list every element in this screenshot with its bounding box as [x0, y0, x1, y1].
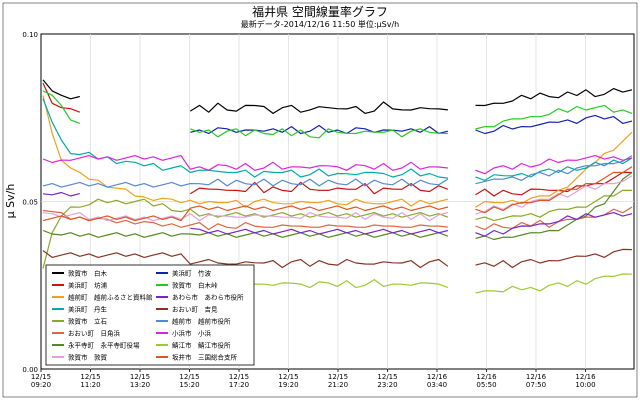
y-tick-label: 0.10: [22, 31, 38, 39]
x-tick-time: 23:20: [377, 381, 397, 389]
x-tick-time: 07:50: [526, 381, 546, 389]
x-tick-date: 12/15: [377, 373, 397, 381]
x-tick-date: 12/15: [328, 373, 348, 381]
x-tick-date: 12/15: [179, 373, 199, 381]
series-line: [190, 114, 633, 135]
series-line: [42, 172, 633, 241]
legend-entry: おおい町 日角浜: [68, 329, 121, 338]
legend-entry: 鯖江市 鯖江市役所: [172, 341, 231, 350]
legend-entry: 美浜町 竹波: [172, 269, 212, 278]
series-line: [42, 98, 633, 181]
x-tick-date: 12/15: [80, 373, 100, 381]
x-tick-date: 12/16: [476, 373, 497, 381]
chart-subtitle: 最新データ-2014/12/16 11:50 単位:μSv/h: [240, 20, 400, 29]
series-line: [42, 166, 633, 222]
legend-entry: 小浜市 小浜: [172, 329, 212, 338]
x-tick-time: 15:20: [179, 381, 199, 389]
series-line: [42, 175, 633, 222]
series-line: [42, 155, 633, 188]
legend-entry: 敦賀市 立石: [68, 317, 108, 326]
x-tick-date: 12/15: [130, 373, 150, 381]
x-tick-time: 13:20: [130, 381, 150, 389]
x-tick-date: 12/15: [229, 373, 249, 381]
legend-entry: 美浜町 丹生: [68, 305, 108, 314]
y-tick-label: 0.00: [22, 366, 38, 374]
legend-entry: おおい町 吉見: [172, 306, 218, 314]
legend-entry: 越前市 越前市役所: [172, 317, 231, 326]
x-tick-date: 12/16: [575, 373, 596, 381]
x-tick-time: 09:20: [31, 381, 51, 389]
series-line: [42, 191, 633, 237]
legend-entry: あわら市 あわら市役所: [172, 293, 244, 302]
x-tick-date: 12/15: [278, 373, 298, 381]
chart-title: 福井県 空間線量率グラフ: [252, 5, 388, 19]
y-axis-label: μ Sv/h: [4, 184, 17, 219]
legend-entry: 永平寺町 永平寺町役場: [68, 341, 140, 350]
series-line: [42, 189, 633, 269]
series-line: [42, 79, 633, 114]
x-tick-time: 03:40: [427, 381, 447, 389]
legend-entry: 美浜町 坊浦: [68, 281, 108, 290]
x-tick-time: 10:00: [575, 381, 595, 389]
x-tick-date: 12/16: [427, 373, 448, 381]
x-tick-time: 11:20: [80, 381, 100, 389]
x-tick-date: 12/15: [31, 373, 51, 381]
series-line: [42, 155, 633, 175]
legend-entry: 敦賀市 敦賀: [68, 353, 108, 362]
series-line: [42, 82, 633, 197]
series-line: [42, 95, 633, 208]
y-tick-label: 0.05: [22, 199, 38, 207]
series-line: [42, 248, 633, 269]
axis-layer: 0.000.050.1012/1509:2012/1511:2012/1513:…: [22, 31, 596, 389]
legend-box: [45, 264, 255, 366]
x-tick-time: 17:20: [229, 381, 249, 389]
legend-entry: 坂井市 三国総合支所: [172, 353, 238, 362]
series-line: [42, 90, 633, 139]
x-tick-time: 05:50: [476, 381, 496, 389]
legend-entry: 越前町 越前ふるさと資料館: [68, 293, 153, 302]
legend-entry: 敦賀市 白木: [68, 269, 108, 278]
x-tick-time: 21:20: [328, 381, 348, 389]
legend-entry: 敦賀市 白木峠: [172, 281, 218, 290]
x-tick-time: 19:20: [278, 381, 298, 389]
series-layer: [42, 79, 633, 294]
x-tick-date: 12/16: [526, 373, 547, 381]
